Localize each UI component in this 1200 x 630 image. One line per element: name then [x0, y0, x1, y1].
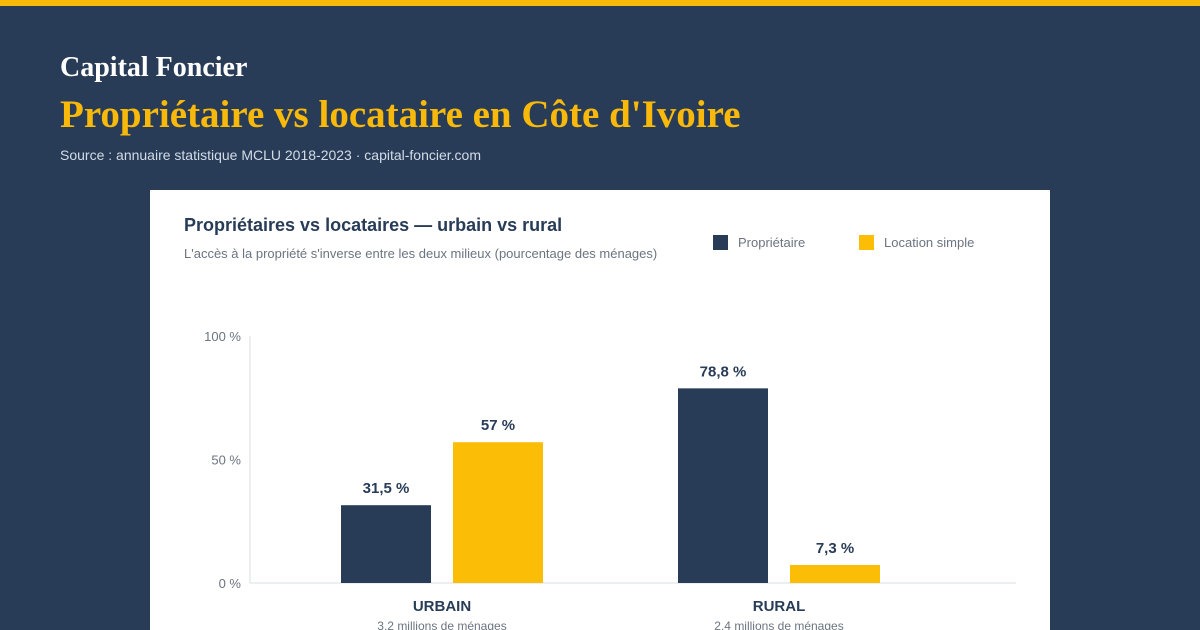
bar-chart: 0 % 50 % 100 % 31,5 % 57 % URBAIN 3,2 millions…	[204, 329, 1016, 630]
bar	[790, 564, 880, 583]
legend-swatch-proprietaire	[713, 235, 728, 250]
y-tick-label: 50 %	[211, 453, 241, 468]
source-note: Source : annuaire statistique MCLU 2018-…	[60, 147, 481, 163]
legend-item-location-simple: Location simple	[859, 235, 974, 250]
chart-card: Propriétaires vs locataires — urbain vs …	[150, 190, 1050, 630]
chart-title: Propriétaires vs locataires — urbain vs …	[184, 215, 563, 235]
page-title: Propriétaire vs locataire en Côte d'Ivoi…	[60, 93, 741, 136]
x-category-note: 2,4 millions de ménages	[714, 619, 843, 630]
bar	[453, 442, 543, 583]
bar	[678, 388, 768, 583]
x-category-label: RURAL	[753, 598, 806, 615]
chart-subtitle: L'accès à la propriété s'inverse entre l…	[184, 246, 658, 261]
x-category-label: URBAIN	[413, 598, 471, 615]
legend-item-proprietaire: Propriétaire	[713, 235, 805, 250]
legend-label-proprietaire: Propriétaire	[738, 235, 806, 250]
data-label: 57 %	[481, 417, 515, 434]
data-label: 31,5 %	[363, 480, 410, 497]
legend-label-location-simple: Location simple	[884, 235, 975, 250]
brand-name: Capital Foncier	[60, 52, 248, 83]
bar	[341, 505, 431, 583]
legend-swatch-location-simple	[859, 235, 874, 250]
y-tick-label: 0 %	[219, 576, 242, 591]
y-tick-label: 100 %	[204, 329, 241, 344]
data-label: 78,8 %	[700, 363, 747, 380]
x-category-note: 3,2 millions de ménages	[377, 619, 506, 630]
data-label: 7,3 %	[816, 540, 854, 557]
top-accent-bar	[0, 0, 1200, 6]
